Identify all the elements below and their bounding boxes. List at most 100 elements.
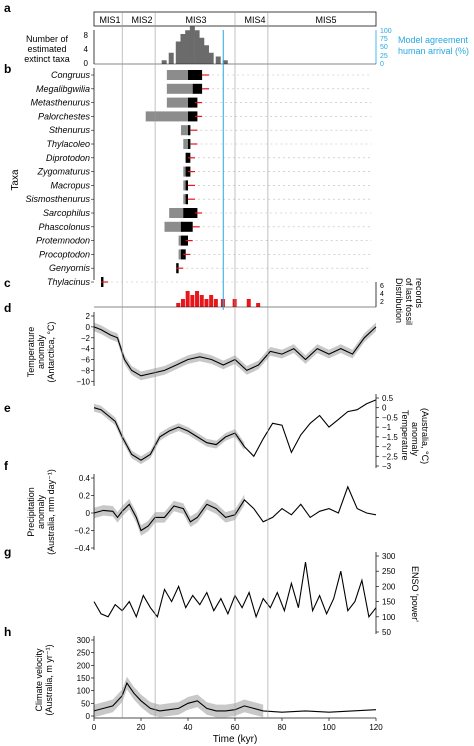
panel-g-tick-label-0: 300 xyxy=(382,552,396,561)
panel-c-rlabel-line2: of last fossil xyxy=(404,278,414,325)
panel-g-tick-label-1: 250 xyxy=(382,567,396,576)
panel-letter-c: c xyxy=(4,276,11,290)
panel-g-plot: 300 250 200 150 100 50 xyxy=(93,552,396,637)
panel-a-right-label-line1: Model agreement xyxy=(398,35,469,45)
panel-a-right-label-line2: human arrival (%) xyxy=(398,46,469,56)
taxon-black-bar xyxy=(185,194,188,205)
taxon-label: Thylacinus xyxy=(47,277,91,287)
panel-d-tick-label-4: −6 xyxy=(81,356,91,365)
x-tick-label: 100 xyxy=(322,723,336,732)
taxon-black-bar xyxy=(188,125,191,136)
extinct-taxa-bar-6 xyxy=(194,30,200,64)
panel-d-tick-label-5: −8 xyxy=(81,366,91,375)
panel-c-ytick-6: 6 xyxy=(380,283,384,290)
extinct-taxa-bar-4 xyxy=(185,30,191,64)
taxon-label: Procoptodon xyxy=(39,249,90,259)
last-fossil-bar-11 xyxy=(246,299,251,307)
taxon-label: Diprotodon xyxy=(46,153,90,163)
taxon-label: Megalibgwilia xyxy=(36,84,90,94)
taxon-black-bar xyxy=(188,111,198,122)
mis-label-2: MIS2 xyxy=(131,15,152,25)
last-fossil-bar-4 xyxy=(195,291,200,307)
panel-a-ytick-4: 4 xyxy=(84,45,89,54)
panel-a-rtick-25: 25 xyxy=(380,53,388,60)
panel-f-tick-label-1: 0.2 xyxy=(79,492,91,501)
panel-d-ylabel-line1: Temperature xyxy=(26,327,36,378)
taxon-label: Protemnodon xyxy=(36,236,90,246)
taxon-gray-bar xyxy=(166,70,188,80)
panel-c-rlabel-line1: Distribution xyxy=(394,278,404,323)
panel-d-tick-label-0: 2 xyxy=(86,312,91,321)
panel-a-ytick-8: 8 xyxy=(84,31,89,40)
x-tick-label: 0 xyxy=(92,723,97,732)
panel-f-ylabel-line3: (Australia, mm day⁻¹) xyxy=(46,469,56,555)
last-fossil-bar-12 xyxy=(256,303,261,307)
x-tick-label: 40 xyxy=(184,723,193,732)
last-fossil-bar-3 xyxy=(190,295,195,307)
taxon-label: Thylacoleo xyxy=(46,139,90,149)
taxon-label: Macropus xyxy=(50,180,90,190)
taxon-gray-bar xyxy=(180,125,191,136)
mis-label-5: MIS5 xyxy=(315,15,336,25)
panel-a-rtick-100: 100 xyxy=(380,28,392,35)
panel-h-ylabel-line2: (Australia, m yr⁻¹) xyxy=(44,644,54,715)
precipitation-line xyxy=(93,485,377,532)
panel-d-tick-label-6: −10 xyxy=(76,377,90,386)
panel-e-tick-label-0: 0.5 xyxy=(382,394,394,403)
taxon-label: Genyornis xyxy=(49,263,91,273)
panel-h-tick-label-2: 200 xyxy=(77,661,91,670)
panel-d-tick-label-3: −4 xyxy=(81,345,91,354)
panel-h-ylabel-line1: Climate velocity xyxy=(34,648,44,712)
last-fossil-bar-7 xyxy=(209,295,214,307)
panel-d-plot: 2 0 −2 −4 −6−8 −10 xyxy=(76,312,377,386)
last-fossil-bar-8 xyxy=(213,299,218,307)
panel-e-tick-label-6: −2.5 xyxy=(382,452,398,461)
taxon-black-bar xyxy=(183,208,198,218)
panel-c-ytick-2: 2 xyxy=(380,299,384,306)
panel-e-tick-label-3: −1 xyxy=(382,423,392,432)
panel-e-rlabel-line2: anomaly xyxy=(410,422,420,457)
panel-a-rtick-50: 50 xyxy=(380,44,388,51)
panel-h-tick-label-5: 50 xyxy=(81,699,90,708)
taxon-black-bar xyxy=(188,139,191,149)
taxon-label: Phascolonus xyxy=(38,222,90,232)
panel-b-ylabel: Taxa xyxy=(10,169,21,191)
taxon-label: Metasthenurus xyxy=(30,98,90,108)
last-fossil-bar-2 xyxy=(185,291,190,307)
x-axis: 0 20 40 60 80 100 120 xyxy=(92,717,383,732)
taxon-black-bar xyxy=(185,180,188,191)
panel-e-rlabel-line1: Temperature xyxy=(400,410,410,461)
panel-letter-e: e xyxy=(4,401,11,415)
taxon-gray-bar xyxy=(166,83,193,94)
panel-e-plot: 0.50−0.5−1−1.5−2−2.5−3 xyxy=(93,394,398,471)
panel-letter-f: f xyxy=(4,459,9,473)
extinct-taxa-bar-1 xyxy=(168,52,174,64)
extinct-taxa-bar-5 xyxy=(189,26,195,64)
panel-h-tick-label-3: 150 xyxy=(77,674,91,683)
extinct-taxa-bar-11 xyxy=(222,60,228,64)
panel-a-ytick-0: 0 xyxy=(84,59,89,68)
taxon-gray-bar xyxy=(169,208,191,218)
panel-a-ylabel-line2: estimated xyxy=(27,44,66,54)
panel-a-rtick-75: 75 xyxy=(380,36,388,43)
panel-f-plot: 0.4 0.2 0 −0.2 −0.4 xyxy=(74,474,377,553)
taxon-gray-bar xyxy=(166,97,188,108)
last-fossil-bar-5 xyxy=(199,295,204,307)
panel-c-rlabel-line3: records xyxy=(414,278,424,309)
australia-temp-band xyxy=(94,403,245,465)
mis-label-3: MIS3 xyxy=(185,15,206,25)
taxon-black-bar xyxy=(180,221,193,232)
panel-g-tick-label-5: 50 xyxy=(382,628,391,637)
panel-g-tick-label-3: 150 xyxy=(382,598,396,607)
panel-e-tick-label-7: −3 xyxy=(382,462,392,471)
panel-f-tick-label-0: 0.4 xyxy=(79,474,91,483)
climate-velocity-line xyxy=(93,681,377,713)
panel-letter-d: d xyxy=(4,301,11,315)
panel-a-ylabel-line3: extinct taxa xyxy=(24,54,70,64)
taxon-gray-bar xyxy=(145,111,188,122)
precipitation-band xyxy=(94,494,245,536)
panel-f-tick-label-4: −0.4 xyxy=(74,544,90,553)
taxon-label: Congruus xyxy=(51,70,91,80)
panel-e-rlabel-line3: (Australia, °C) xyxy=(420,408,430,464)
